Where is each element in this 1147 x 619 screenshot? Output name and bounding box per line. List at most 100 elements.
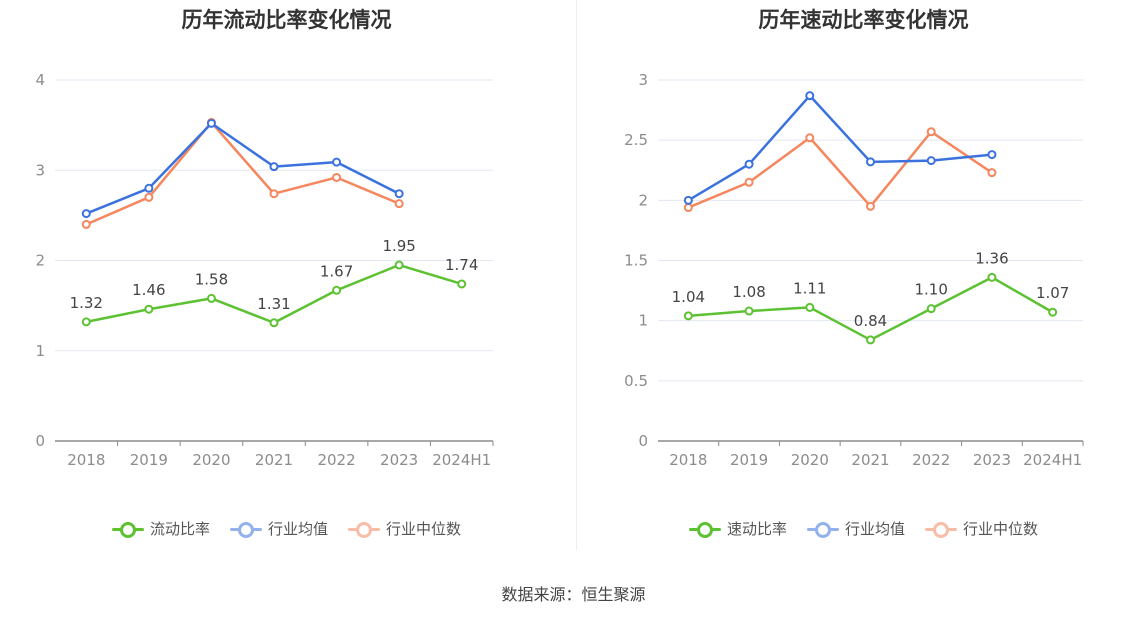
legend-item-industry-mean[interactable]: 行业均值 [229,518,328,539]
series-line [85,121,400,226]
data-point [394,260,404,270]
data-label: 1.95 [382,237,415,255]
legend-label: 流动比率 [149,520,210,538]
y-tick-label: 3 [638,71,648,89]
data-label: 1.67 [320,262,353,280]
data-point [866,335,875,345]
x-tick-label: 2018 [67,451,105,469]
data-point [144,304,154,314]
data-point [926,156,936,166]
data-point [269,318,279,328]
legend-label: 速动比率 [726,520,787,538]
legend-item-industry-median[interactable]: 行业中位数 [925,518,1038,539]
y-tick-label: 3 [35,161,45,179]
data-label: 1.74 [445,256,478,274]
data-point [269,189,279,199]
x-tick-label: 2024H1 [1023,451,1082,469]
legend-swatch-green [688,521,721,538]
legend-item-industry-median[interactable]: 行业中位数 [348,518,461,539]
data-point [394,199,404,209]
panel-divider [576,0,577,550]
chart-canvas: 0 1 2 3 4 2018 2019 2020 2021 2022 2023 2024H1 1.32 1… [35,71,494,469]
data-point [269,162,279,172]
data-label: 1.07 [1036,284,1069,302]
data-label: 1.08 [732,283,765,301]
data-label: 1.10 [915,281,948,299]
data-label: 1.11 [793,279,826,297]
data-point [683,203,693,213]
data-label: 0.84 [854,312,887,330]
data-point [744,159,754,169]
legend-item-current-ratio[interactable]: 流动比率 [111,518,210,539]
legend-swatch-blue [229,521,262,538]
data-point [744,177,754,187]
legend-swatch-orange [348,521,380,538]
data-point [206,118,216,128]
y-tick-label: 1 [35,342,45,360]
legend-swatch-orange [925,521,957,538]
legend-label: 行业中位数 [963,520,1039,538]
data-point [81,317,91,327]
data-label: 1.32 [70,294,103,312]
data-point [926,304,936,314]
y-tick-label: 0 [638,432,648,450]
y-tick-label: 2 [35,252,45,270]
data-point [987,168,997,178]
x-tick-label: 2023 [380,451,418,469]
data-point [144,183,154,193]
y-tick-label: 2.5 [624,131,648,149]
legend-item-industry-mean[interactable]: 行业均值 [806,518,905,539]
data-point [332,285,342,295]
chart-legend: 速动比率 行业均值 行业中位数 [577,518,1147,539]
chart-panel-quick-ratio: 历年速动比率变化情况 0 0.5 1 1.5 2 2.5 3 2018 2019 2020 2021… [577,0,1147,560]
y-tick-label: 1 [638,312,648,330]
x-tick-label: 2024H1 [432,451,491,469]
chart-panel-current-ratio: 历年流动比率变化情况 0 1 2 3 4 2018 2019 2020 2021 2022 2023… [0,0,573,560]
x-tick-label: 2018 [669,451,707,469]
legend-swatch-blue [806,521,839,538]
x-tick-label: 2020 [791,451,829,469]
chart-canvas: 0 0.5 1 1.5 2 2.5 3 2018 2019 2020 2021 2022 2023 202… [624,71,1084,469]
y-tick-label: 2 [638,191,648,209]
series-line [687,94,993,202]
data-label: 1.36 [975,249,1008,267]
x-tick-label: 2022 [317,451,355,469]
data-label: 1.31 [257,295,290,313]
data-label: 1.04 [672,288,705,306]
legend-item-quick-ratio[interactable]: 速动比率 [688,518,787,539]
data-point [866,201,875,211]
y-tick-label: 0.5 [624,372,648,390]
data-label: 1.46 [132,281,165,299]
legend-swatch-green [111,521,144,538]
chart-legend: 流动比率 行业均值 行业中位数 [0,518,573,539]
chart-title: 历年流动比率变化情况 [181,8,392,32]
data-point [206,293,216,303]
data-point [683,195,693,205]
data-point [805,302,815,312]
series-line [85,122,400,215]
data-point [144,192,154,202]
legend-label: 行业中位数 [386,520,462,538]
data-point [394,189,404,199]
data-point [683,311,693,321]
data-point [744,306,754,316]
y-tick-label: 1.5 [624,252,648,270]
data-point [987,272,997,282]
x-tick-label: 2020 [192,451,230,469]
x-tick-label: 2021 [255,451,293,469]
x-tick-label: 2019 [130,451,168,469]
data-point [81,209,91,219]
data-point [1048,307,1058,317]
data-point [805,91,815,101]
data-point [866,157,875,167]
chart-title: 历年速动比率变化情况 [758,8,969,32]
data-point [81,219,91,229]
data-source-note: 数据来源：恒生聚源 [501,585,646,604]
x-tick-label: 2022 [912,451,950,469]
data-point [805,133,815,143]
data-point [457,279,467,289]
data-point [926,127,936,137]
y-tick-label: 0 [35,432,45,450]
x-tick-label: 2021 [851,451,889,469]
y-tick-label: 4 [35,71,45,89]
